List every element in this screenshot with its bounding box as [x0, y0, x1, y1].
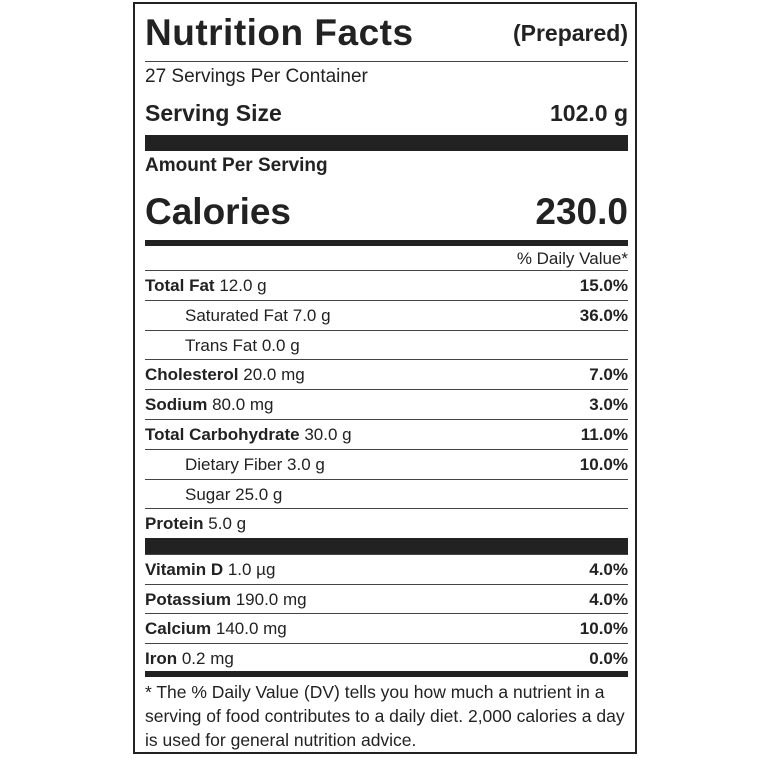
nutrient-row: Potassium 190.0 mg 4.0%: [145, 585, 628, 614]
nutrient-name: Calcium: [145, 619, 212, 639]
row-rule: [145, 389, 628, 391]
medium-bar: [145, 671, 628, 677]
nutrient-name: Sugar: [185, 484, 231, 504]
daily-value: 10.0%: [579, 619, 628, 639]
nutrient-name: Sodium: [145, 395, 208, 415]
nutrient-name: Total Carbohydrate: [145, 425, 300, 444]
nutrient-row: Trans Fat 0.0 g: [185, 331, 628, 360]
daily-value-header: % Daily Value*: [516, 249, 628, 268]
row-rule: [145, 613, 628, 615]
nutrient-amount: 140.0 mg: [215, 619, 287, 639]
nutrient-row: Cholesterol 20.0 mg 7.0%: [145, 360, 628, 389]
daily-value: 4.0%: [589, 589, 628, 609]
daily-value: 4.0%: [589, 560, 628, 579]
row-rule: [145, 583, 628, 585]
nutrient-row: Dietary Fiber 3.0 g 10.0%: [185, 450, 628, 479]
amount-per-serving: Amount Per Serving: [145, 155, 328, 176]
row-rule: [145, 448, 628, 450]
title: Nutrition Facts: [145, 12, 414, 53]
nutrient-row: Saturated Fat 7.0 g 36.0%: [185, 301, 628, 330]
nutrient-name: Cholesterol: [145, 365, 239, 385]
nutrient-name: Protein: [145, 514, 204, 534]
nutrient-amount: 80.0 mg: [212, 395, 274, 415]
nutrient-amount: 30.0 g: [304, 425, 352, 444]
daily-value: 11.0%: [580, 425, 628, 444]
nutrient-row: Sugar 25.0 g: [185, 480, 628, 509]
nutrient-row: Protein 5.0 g: [145, 509, 628, 538]
medium-bar: [145, 240, 628, 246]
nutrient-amount: 7.0 g: [292, 305, 331, 325]
nutrient-amount: 20.0 mg: [243, 365, 305, 385]
row-rule: [145, 299, 628, 301]
nutrient-amount: 1.0 µg: [227, 560, 276, 579]
nutrient-row: Vitamin D 1.0 µg 4.0%: [145, 555, 628, 584]
nutrient-name: Trans Fat: [185, 335, 258, 355]
nutrient-amount: 0.2 mg: [181, 648, 234, 668]
row-rule: [145, 270, 628, 271]
nutrient-row: Sodium 80.0 mg 3.0%: [145, 390, 628, 419]
nutrient-row: Total Carbohydrate 30.0 g 11.0%: [145, 420, 628, 449]
nutrient-amount: 190.0 mg: [235, 589, 307, 609]
nutrient-name: Iron: [145, 648, 178, 668]
calories: Calories 230.0: [145, 191, 628, 235]
row-rule: [145, 508, 628, 510]
row-rule: [145, 329, 628, 331]
serving-size-label: Serving Size: [145, 100, 282, 126]
nutrient-amount: 25.0 g: [235, 484, 283, 504]
nutrient-amount: 3.0 g: [287, 454, 325, 474]
daily-value: 3.0%: [589, 395, 628, 415]
row-rule: [145, 478, 628, 480]
servings: 27 Servings Per Container: [145, 66, 368, 87]
row-rule: [145, 642, 628, 644]
nutrient-name: Dietary Fiber: [185, 454, 283, 474]
nutrient-row: Iron 0.2 mg 0.0%: [145, 644, 628, 673]
thick-bar: [145, 538, 628, 555]
nutrient-name: Saturated Fat: [185, 305, 289, 325]
nutrient-amount: 0.0 g: [261, 335, 300, 355]
daily-value: 36.0%: [579, 305, 628, 325]
serving-size-value: 102.0 g: [550, 100, 628, 126]
nutrient-name: Potassium: [145, 589, 231, 609]
nutrient-name: Total Fat: [145, 276, 215, 295]
serving-size: Serving Size 102.0 g: [145, 100, 628, 130]
header: Nutrition Facts (Prepared): [145, 12, 628, 56]
nutrient-amount: 5.0 g: [208, 514, 247, 534]
footnote: * The % Daily Value (DV) tells you how m…: [145, 682, 625, 750]
nutrient-name: Vitamin D: [145, 560, 224, 579]
thick-bar: [145, 135, 628, 151]
nutrient-amount: 12.0 g: [219, 276, 267, 295]
nutrient-row: Total Fat 12.0 g 15.0%: [145, 271, 628, 300]
nutrient-row: Calcium 140.0 mg 10.0%: [145, 614, 628, 643]
nutrition-label: Nutrition Facts (Prepared) 27 Servings P…: [133, 2, 637, 754]
row-rule: [145, 419, 628, 420]
calories-label: Calories: [145, 191, 292, 232]
daily-value: 7.0%: [589, 365, 628, 385]
daily-value: 10.0%: [579, 454, 628, 474]
rule: [145, 61, 628, 62]
qualifier: (Prepared): [512, 20, 628, 46]
row-rule: [145, 359, 628, 361]
daily-value: 15.0%: [579, 276, 628, 295]
daily-value: 0.0%: [589, 648, 628, 668]
row-rule: [145, 554, 628, 555]
calories-value: 230.0: [535, 191, 628, 232]
